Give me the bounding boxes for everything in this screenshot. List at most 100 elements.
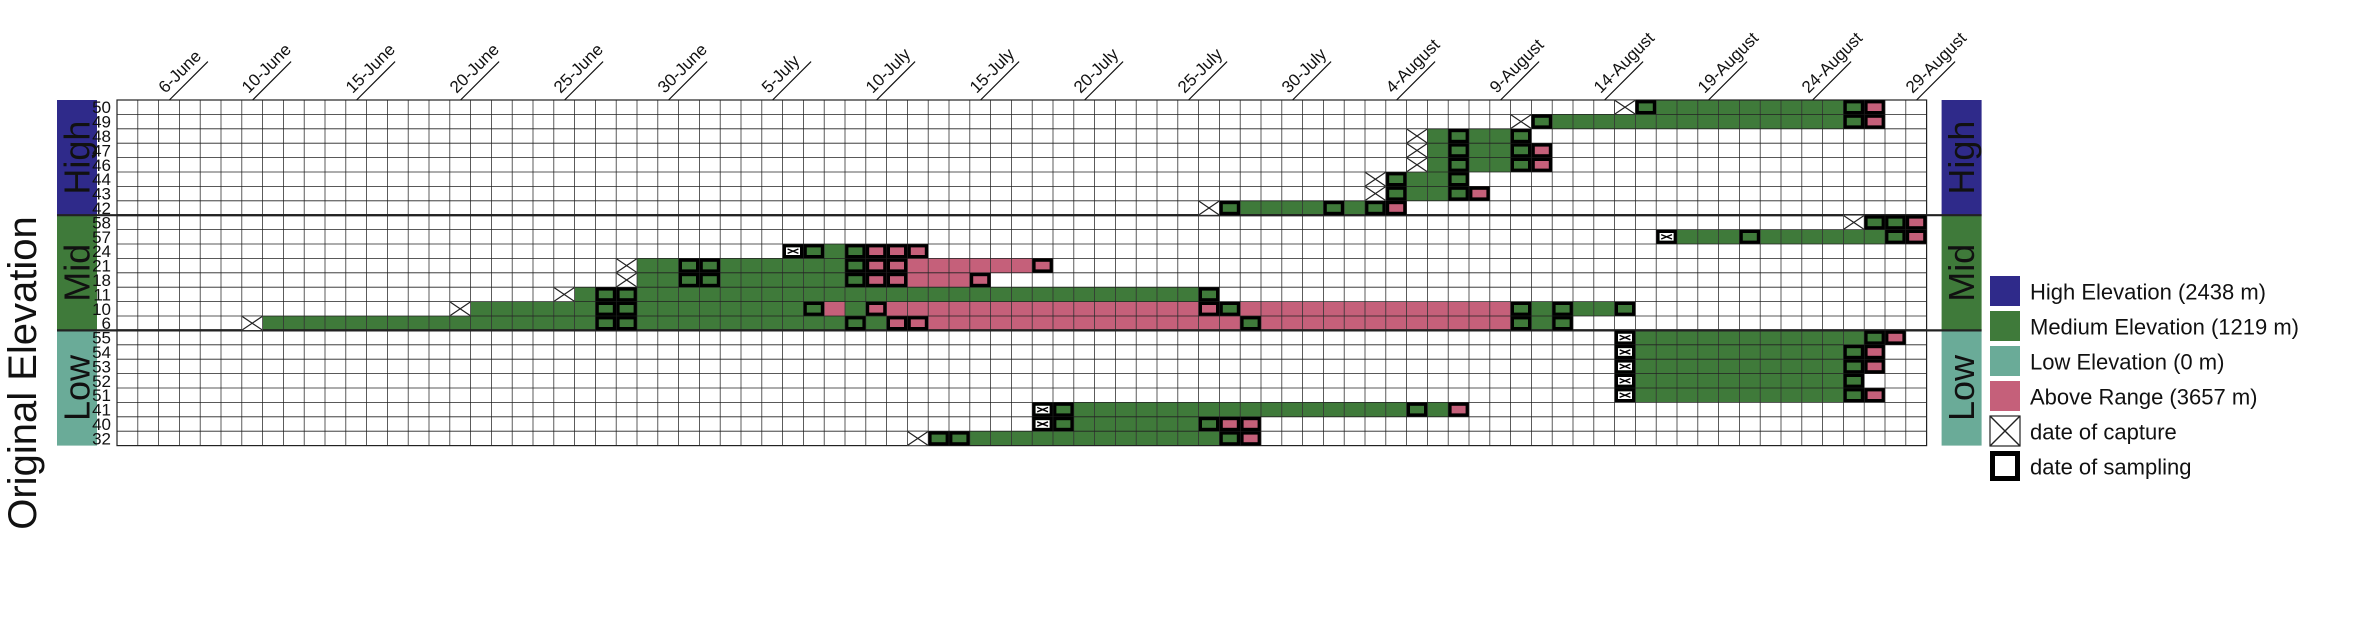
cell-11-day-36 <box>865 287 887 302</box>
cell-11-day-34 <box>824 287 845 302</box>
legend-label: Above Range (3657 m) <box>2030 385 2257 410</box>
sampling-mark-53-day-83 <box>1843 359 1864 374</box>
cell-10-day-65 <box>1469 301 1490 316</box>
sampling-mark-18-day-37 <box>886 273 908 288</box>
date-tick-underline-27 <box>668 61 708 101</box>
cell-57-day-79 <box>1760 229 1781 244</box>
cell-32-day-41 <box>969 431 991 446</box>
group-label-low-left: Low <box>57 354 98 421</box>
legend-swatch <box>1990 276 2020 306</box>
cell-6-day-12 <box>366 316 388 331</box>
sampling-mark-6-day-38 <box>907 316 929 331</box>
sampling-mark-48-day-64 <box>1448 129 1469 144</box>
cell-54-day-84 <box>1864 344 1885 360</box>
sampling-mark-42-day-58 <box>1323 201 1344 216</box>
cell-11-day-27 <box>678 287 700 302</box>
row-label-44: 44 <box>92 170 111 189</box>
cell-21-day-42 <box>990 258 1012 273</box>
sampling-mark-46-day-68 <box>1531 157 1552 172</box>
cell-10-day-28 <box>699 301 721 316</box>
sampling-mark-55-day-85 <box>1885 330 1906 345</box>
row-label-41: 41 <box>92 401 111 420</box>
cell-6-day-43 <box>1011 316 1033 331</box>
date-tick-underline-42 <box>980 61 1020 101</box>
cell-53-day-84 <box>1864 359 1885 374</box>
cell-6-day-21 <box>553 316 575 331</box>
cell-57-day-86 <box>1905 229 1927 244</box>
cell-24-day-34 <box>824 244 845 259</box>
cell-10-day-70 <box>1573 301 1594 316</box>
row-label-54: 54 <box>92 343 111 362</box>
cell-40-day-48 <box>1115 416 1137 432</box>
legend-item-2: Low Elevation (0 m) <box>1990 346 2224 376</box>
cell-6-day-53 <box>1219 316 1241 331</box>
legend: High Elevation (2438 m) Medium Elevation … <box>1989 276 2299 481</box>
cell-11-day-35 <box>845 287 866 302</box>
sampling-mark-10-day-24 <box>616 301 637 316</box>
cell-21-day-43 <box>1011 258 1033 273</box>
cell-50-day-81 <box>1801 100 1823 115</box>
cell-11-day-39 <box>928 287 949 302</box>
sampling-mark-57-day-86 <box>1905 229 1927 244</box>
cell-6-day-52 <box>1198 316 1220 331</box>
cell-48-day-63 <box>1427 128 1449 144</box>
cell-10-day-55 <box>1261 301 1282 316</box>
cell-53-day-83 <box>1843 359 1865 374</box>
sampling-mark-10-day-23 <box>595 301 617 316</box>
cell-21-day-33 <box>803 258 825 273</box>
cell-6-day-42 <box>990 316 1012 331</box>
cell-32-day-46 <box>1073 431 1095 446</box>
cell-32-day-44 <box>1032 431 1053 446</box>
cell-10-day-30 <box>741 301 762 316</box>
cell-54-day-78 <box>1739 344 1761 360</box>
cell-42-day-57 <box>1302 200 1324 216</box>
cell-10-day-72 <box>1614 301 1636 316</box>
cell-32-day-47 <box>1094 431 1116 446</box>
cell-51-day-78 <box>1739 388 1761 403</box>
cell-6-day-32 <box>782 316 804 331</box>
date-tick-label-7: 10-June <box>238 40 295 97</box>
row-label-24: 24 <box>92 242 111 261</box>
cell-53-day-80 <box>1781 359 1802 374</box>
cell-50-day-84 <box>1864 100 1885 115</box>
cell-32-day-45 <box>1053 431 1074 446</box>
cell-42-day-54 <box>1240 200 1261 216</box>
cell-11-day-28 <box>699 287 721 302</box>
cell-52-day-82 <box>1822 373 1844 388</box>
cell-6-day-30 <box>741 316 762 331</box>
date-tick-underline-17 <box>460 61 500 101</box>
cell-10-day-44 <box>1032 301 1053 316</box>
cell-10-day-46 <box>1073 301 1095 316</box>
cell-6-day-36 <box>865 316 887 331</box>
cell-6-day-68 <box>1531 316 1553 331</box>
cell-57-day-84 <box>1864 229 1885 244</box>
cell-6-day-49 <box>1136 316 1157 331</box>
sampling-mark-21-day-28 <box>699 258 721 273</box>
row-label-47: 47 <box>92 141 111 160</box>
cell-10-day-58 <box>1323 301 1345 316</box>
cell-57-day-75 <box>1677 229 1698 244</box>
cell-53-day-76 <box>1697 359 1719 374</box>
cell-6-day-50 <box>1157 316 1178 331</box>
cell-50-day-83 <box>1843 100 1865 115</box>
cell-18-day-29 <box>720 272 741 288</box>
cell-55-day-79 <box>1760 330 1781 345</box>
cell-49-day-83 <box>1843 114 1865 129</box>
capture-mark-50 <box>1614 99 1636 115</box>
cell-18-day-30 <box>741 272 762 288</box>
cell-6-day-37 <box>886 316 908 331</box>
cell-47-day-64 <box>1448 143 1469 158</box>
sampling-mark-58-day-86 <box>1905 215 1927 230</box>
cell-21-day-34 <box>824 258 845 273</box>
cell-11-day-31 <box>761 287 783 302</box>
date-tick-underline-52 <box>1188 61 1228 101</box>
cell-21-day-40 <box>949 258 970 273</box>
cell-32-day-50 <box>1157 431 1178 446</box>
cell-55-day-82 <box>1822 330 1844 345</box>
cell-10-day-68 <box>1531 301 1553 316</box>
sampling-mark-54-day-83 <box>1843 345 1864 360</box>
cell-10-day-37 <box>886 301 908 316</box>
cell-52-day-74 <box>1656 373 1677 388</box>
cell-10-day-27 <box>678 301 700 316</box>
cell-11-day-38 <box>907 287 929 302</box>
